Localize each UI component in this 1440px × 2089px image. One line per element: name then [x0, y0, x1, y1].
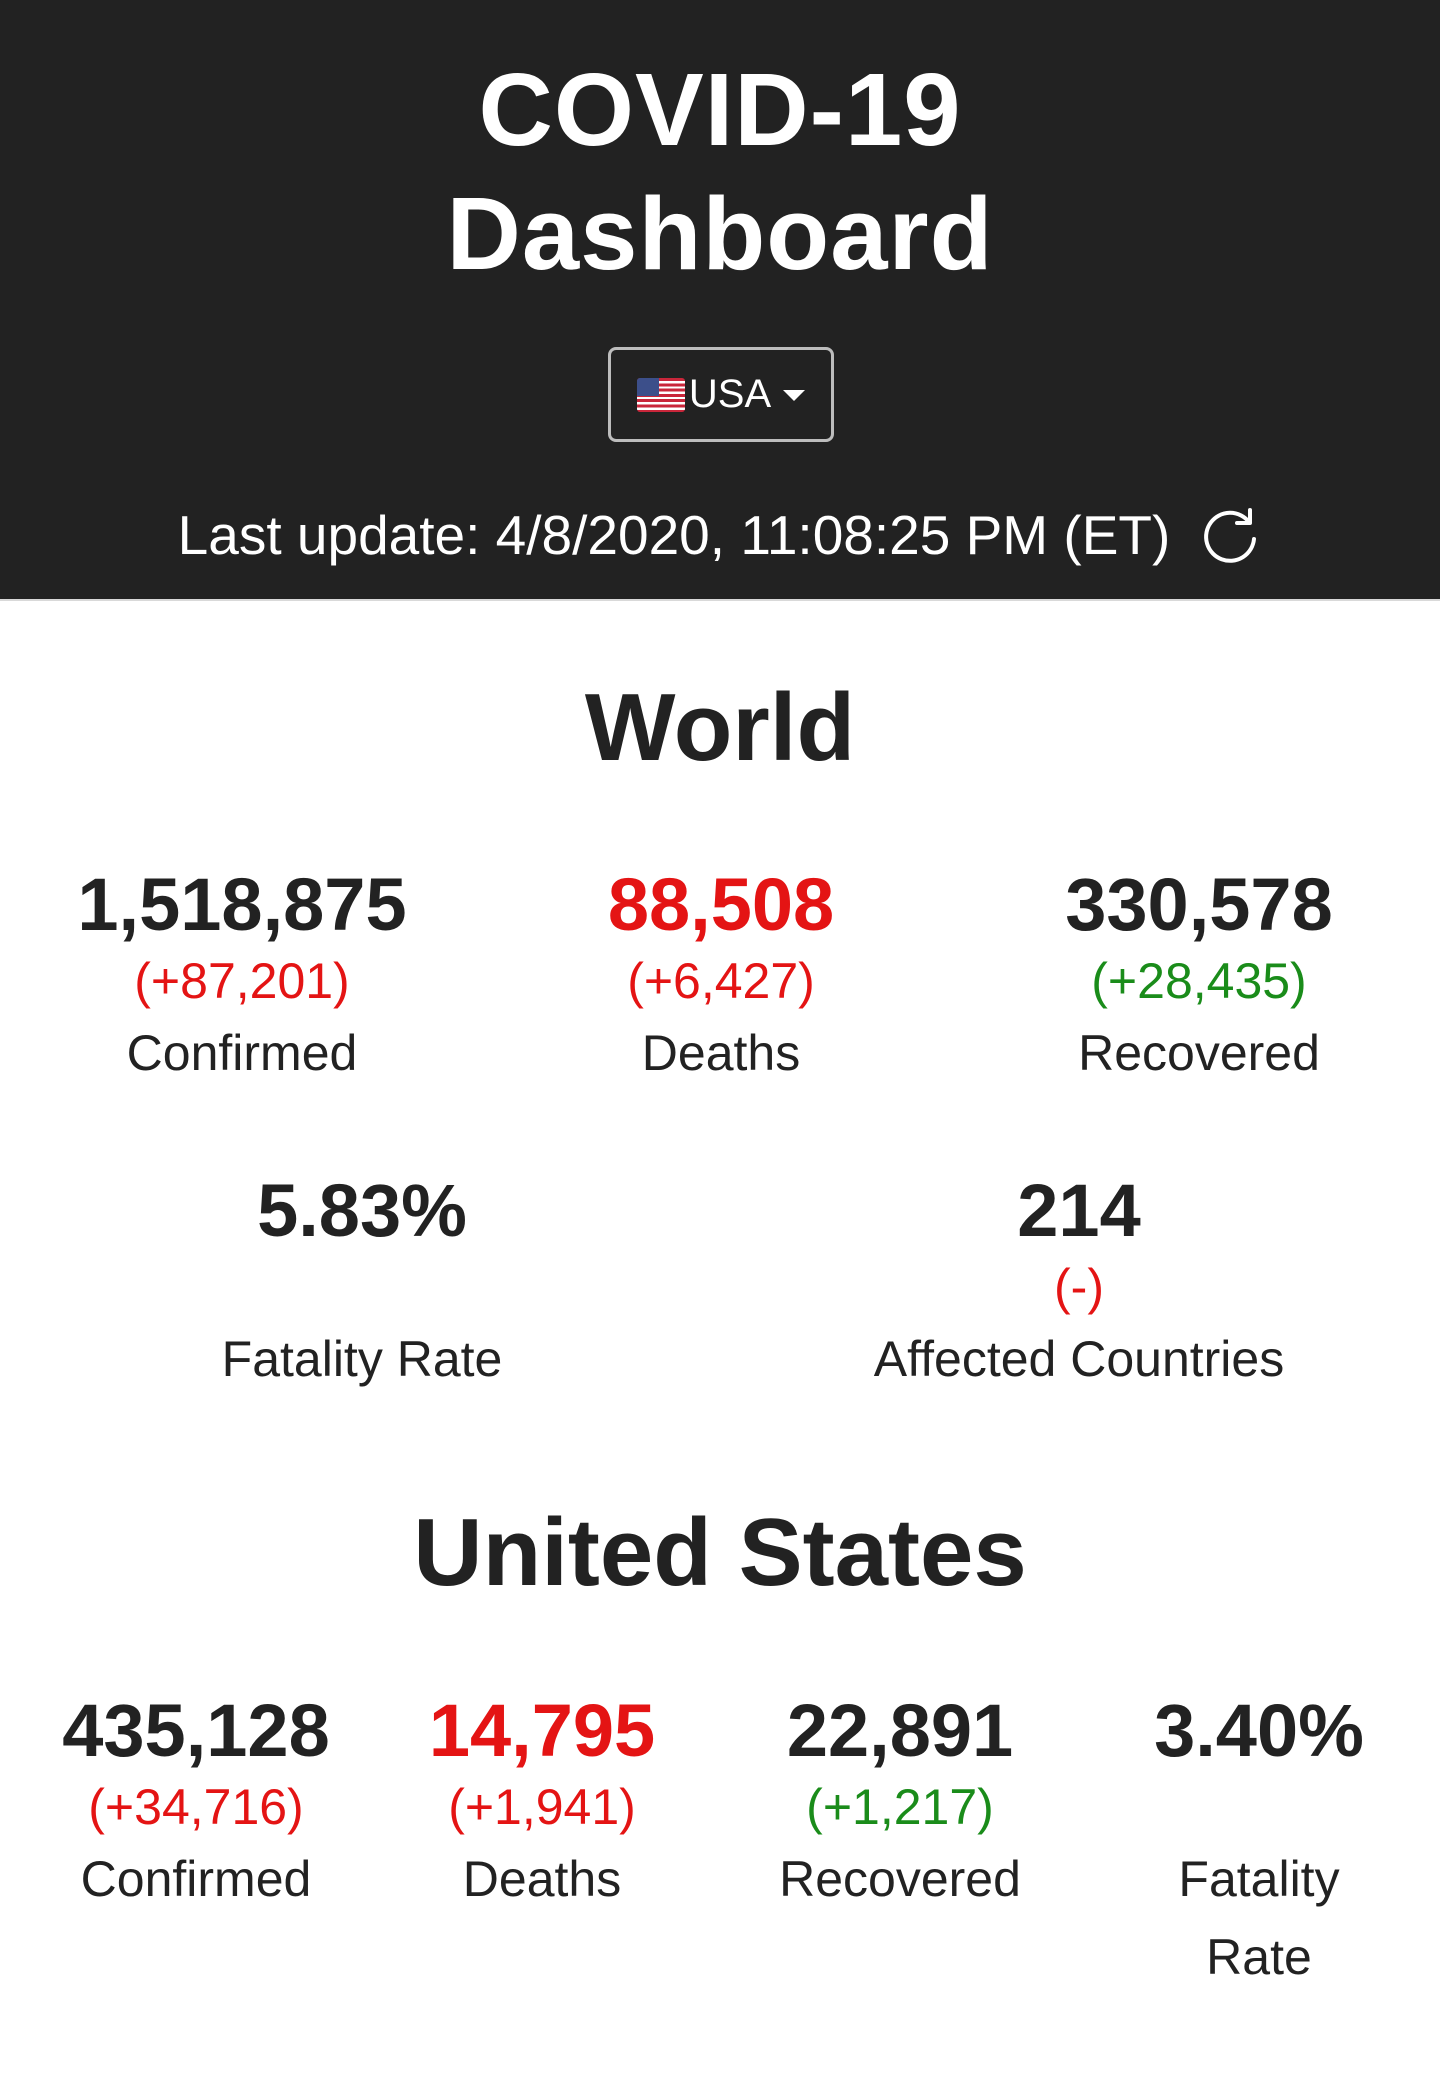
country-selector-button[interactable]: USA — [608, 347, 834, 442]
world-deaths-delta: (+6,427) — [627, 953, 815, 1009]
us-fatality-rate-label-line1: Fatality — [1178, 1851, 1340, 1907]
world-affected-countries-value: 214 — [1017, 1169, 1141, 1252]
header: COVID-19 Dashboard USA Last update: 4/8/… — [0, 0, 1440, 599]
us-confirmed-stat: 435,128 (+34,716) Confirmed — [62, 1688, 330, 1918]
us-fatality-rate-value: 3.40% — [1154, 1689, 1364, 1772]
world-confirmed-delta: (+87,201) — [134, 953, 350, 1009]
world-confirmed-label: Confirmed — [126, 1025, 358, 1081]
last-update-row: Last update: 4/8/2020, 11:08:25 PM (ET) — [0, 500, 1440, 570]
us-recovered-delta: (+1,217) — [806, 1779, 994, 1835]
us-fatality-rate-label-line2: Rate — [1206, 1929, 1312, 1985]
us-recovered-label: Recovered — [779, 1851, 1021, 1907]
us-flag-icon — [636, 377, 685, 412]
us-deaths-stat: 14,795 (+1,941) Deaths — [429, 1688, 655, 1918]
us-deaths-value: 14,795 — [428, 1689, 656, 1772]
title-line-1: COVID-19 — [478, 52, 962, 167]
us-confirmed-value: 435,128 — [62, 1689, 330, 1772]
world-recovered-stat: 330,578 (+28,435) Recovered — [1065, 862, 1333, 1092]
country-selector-label: USA — [688, 372, 772, 416]
world-fatality-rate-stat: 5.83% Fatality Rate — [222, 1168, 503, 1398]
title-line-2: Dashboard — [446, 176, 994, 291]
caret-down-icon — [783, 390, 806, 401]
us-confirmed-delta: (+34,716) — [88, 1779, 304, 1835]
world-confirmed-value: 1,518,875 — [77, 863, 407, 946]
world-affected-countries-label: Affected Countries — [873, 1331, 1285, 1387]
world-fatality-rate-value: 5.83% — [257, 1169, 467, 1252]
page-title: COVID-19 Dashboard — [0, 48, 1440, 296]
world-recovered-label: Recovered — [1078, 1025, 1320, 1081]
last-update-text: Last update: 4/8/2020, 11:08:25 PM (ET) — [177, 504, 1171, 566]
world-fatality-rate-label: Fatality Rate — [221, 1331, 503, 1387]
world-recovered-delta: (+28,435) — [1091, 953, 1307, 1009]
world-fatality-rate-spacer — [222, 1254, 503, 1320]
us-confirmed-label: Confirmed — [80, 1851, 312, 1907]
header-divider — [0, 599, 1440, 601]
world-deaths-label: Deaths — [641, 1025, 801, 1081]
refresh-icon[interactable] — [1200, 504, 1262, 566]
us-deaths-delta: (+1,941) — [448, 1779, 636, 1835]
world-section-title: World — [584, 674, 856, 781]
world-affected-countries-stat: 214 (-) Affected Countries — [874, 1168, 1284, 1398]
us-deaths-label: Deaths — [462, 1851, 622, 1907]
us-fatality-rate-stat: 3.40% Fatality Rate — [1154, 1688, 1364, 1996]
world-affected-countries-delta: (-) — [1054, 1259, 1104, 1315]
world-deaths-stat: 88,508 (+6,427) Deaths — [608, 862, 834, 1092]
world-confirmed-stat: 1,518,875 (+87,201) Confirmed — [77, 862, 406, 1092]
world-deaths-value: 88,508 — [607, 863, 835, 946]
us-recovered-stat: 22,891 (+1,217) Recovered — [779, 1688, 1021, 1918]
us-section-title: United States — [413, 1499, 1027, 1606]
us-fatality-rate-spacer — [1154, 1774, 1364, 1840]
us-recovered-value: 22,891 — [786, 1689, 1014, 1772]
world-recovered-value: 330,578 — [1065, 863, 1333, 946]
